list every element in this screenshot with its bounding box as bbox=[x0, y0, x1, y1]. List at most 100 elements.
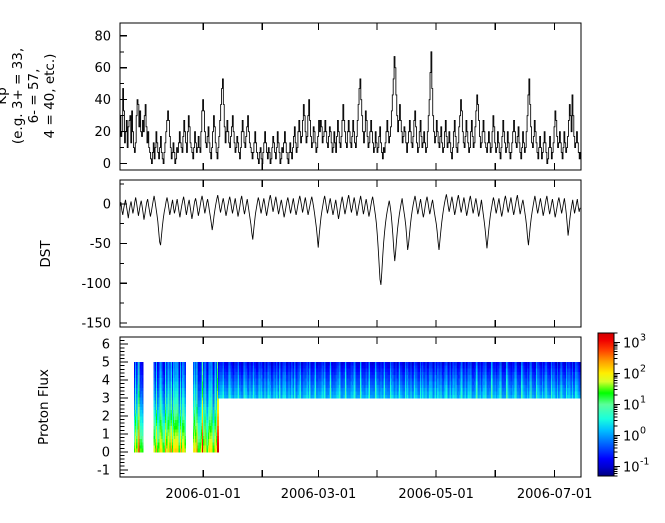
heatmap-cell bbox=[226, 368, 229, 373]
heatmap-cell bbox=[155, 390, 158, 395]
heatmap-cell bbox=[378, 371, 381, 376]
heatmap-cell bbox=[495, 394, 498, 399]
heatmap-cell bbox=[343, 365, 346, 370]
heatmap-cell bbox=[325, 384, 328, 389]
heatmap-cell bbox=[195, 397, 197, 402]
heatmap-cell bbox=[210, 403, 212, 408]
heatmap-cell bbox=[272, 365, 275, 370]
heatmap-cell bbox=[514, 384, 516, 389]
heatmap-cell bbox=[226, 394, 229, 399]
heatmap-cell bbox=[531, 388, 534, 393]
heatmap-cell bbox=[294, 391, 296, 396]
heatmap-cell bbox=[456, 394, 459, 399]
heatmap-cell bbox=[339, 391, 341, 396]
heatmap-cell bbox=[438, 368, 440, 373]
heatmap-cell bbox=[293, 394, 295, 399]
heatmap-cell bbox=[245, 384, 248, 389]
heatmap-cell bbox=[170, 371, 173, 376]
heatmap-cell bbox=[486, 371, 489, 376]
heatmap-cell bbox=[413, 368, 416, 373]
heatmap-cell bbox=[418, 378, 421, 383]
heatmap-cell bbox=[169, 442, 172, 447]
heatmap-cell bbox=[290, 365, 293, 370]
heatmap-cell bbox=[199, 381, 202, 386]
heatmap-cell bbox=[258, 388, 261, 393]
heatmap-cell bbox=[446, 362, 448, 366]
heatmap-cell-streak bbox=[214, 419, 216, 424]
heatmap-cell bbox=[232, 384, 234, 389]
heatmap-cell bbox=[158, 410, 160, 415]
heatmap-cell bbox=[206, 365, 209, 370]
heatmap-cell-streak bbox=[214, 374, 216, 379]
heatmap-cell bbox=[237, 362, 240, 366]
heatmap-cell bbox=[384, 391, 386, 396]
heatmap-cell bbox=[495, 378, 498, 383]
heatmap-cell bbox=[468, 384, 470, 389]
heatmap-cell bbox=[446, 365, 448, 370]
heatmap-cell bbox=[513, 381, 515, 386]
heatmap-cell bbox=[362, 371, 364, 376]
heatmap-cell bbox=[138, 442, 141, 447]
heatmap-cell bbox=[337, 394, 340, 399]
heatmap-cell bbox=[195, 374, 197, 379]
heatmap-cell bbox=[234, 368, 237, 373]
heatmap-cell bbox=[280, 368, 283, 373]
heatmap-cell bbox=[410, 394, 413, 399]
heatmap-cell bbox=[412, 368, 415, 373]
heatmap-cell bbox=[313, 381, 316, 386]
heatmap-cell bbox=[433, 381, 436, 386]
heatmap-cell bbox=[295, 375, 298, 380]
heatmap-cell bbox=[225, 384, 227, 389]
heatmap-cell bbox=[302, 375, 305, 380]
heatmap-cell bbox=[529, 391, 531, 396]
heatmap-cell-streak bbox=[172, 445, 175, 450]
heatmap-cell bbox=[496, 371, 499, 376]
heatmap-cell bbox=[349, 371, 352, 376]
heatmap-cell bbox=[282, 362, 285, 366]
heatmap-cell bbox=[140, 403, 143, 408]
heatmap-cell bbox=[245, 394, 248, 399]
heatmap-cell-streak bbox=[204, 390, 206, 395]
heatmap-cell bbox=[280, 365, 283, 370]
heatmap-cell bbox=[236, 384, 239, 389]
heatmap-cell bbox=[350, 394, 353, 399]
heatmap-cell bbox=[532, 381, 535, 386]
heatmap-cell bbox=[281, 391, 284, 396]
heatmap-cell bbox=[200, 435, 203, 440]
heatmap-cell bbox=[169, 423, 172, 427]
heatmap-cell bbox=[463, 384, 466, 389]
heatmap-cell bbox=[478, 368, 481, 373]
heatmap-cell bbox=[333, 394, 336, 399]
heatmap-cell bbox=[399, 368, 401, 373]
heatmap-cell bbox=[480, 375, 483, 380]
heatmap-cell bbox=[213, 435, 216, 440]
heatmap-cell bbox=[310, 375, 313, 380]
heatmap-cell-streak bbox=[172, 416, 175, 421]
heatmap-cell bbox=[203, 362, 205, 366]
heatmap-cell bbox=[428, 378, 431, 383]
heatmap-cell bbox=[334, 368, 337, 373]
heatmap-cell bbox=[272, 388, 275, 393]
heatmap-cell bbox=[333, 381, 336, 386]
heatmap-cell bbox=[221, 394, 224, 399]
heatmap-cell bbox=[354, 391, 356, 396]
heatmap-cell bbox=[212, 371, 215, 376]
heatmap-cell bbox=[153, 432, 156, 437]
heatmap-cell bbox=[380, 394, 383, 399]
heatmap-cell bbox=[171, 416, 174, 421]
heatmap-cell bbox=[466, 371, 469, 376]
heatmap-cell bbox=[162, 403, 165, 408]
heatmap-cell bbox=[496, 388, 499, 393]
heatmap-cell bbox=[327, 378, 330, 383]
heatmap-cell bbox=[462, 384, 465, 389]
heatmap-cell bbox=[162, 426, 165, 431]
heatmap-cell-streak bbox=[159, 368, 161, 373]
heatmap-cell bbox=[427, 391, 430, 396]
heatmap-cell bbox=[455, 391, 458, 396]
heatmap-cell bbox=[466, 391, 469, 396]
heatmap-cell bbox=[175, 413, 177, 418]
heatmap-cell bbox=[328, 388, 331, 393]
heatmap-cell bbox=[382, 394, 385, 399]
heatmap-cell-streak bbox=[193, 378, 196, 382]
heatmap-cell bbox=[139, 419, 142, 424]
